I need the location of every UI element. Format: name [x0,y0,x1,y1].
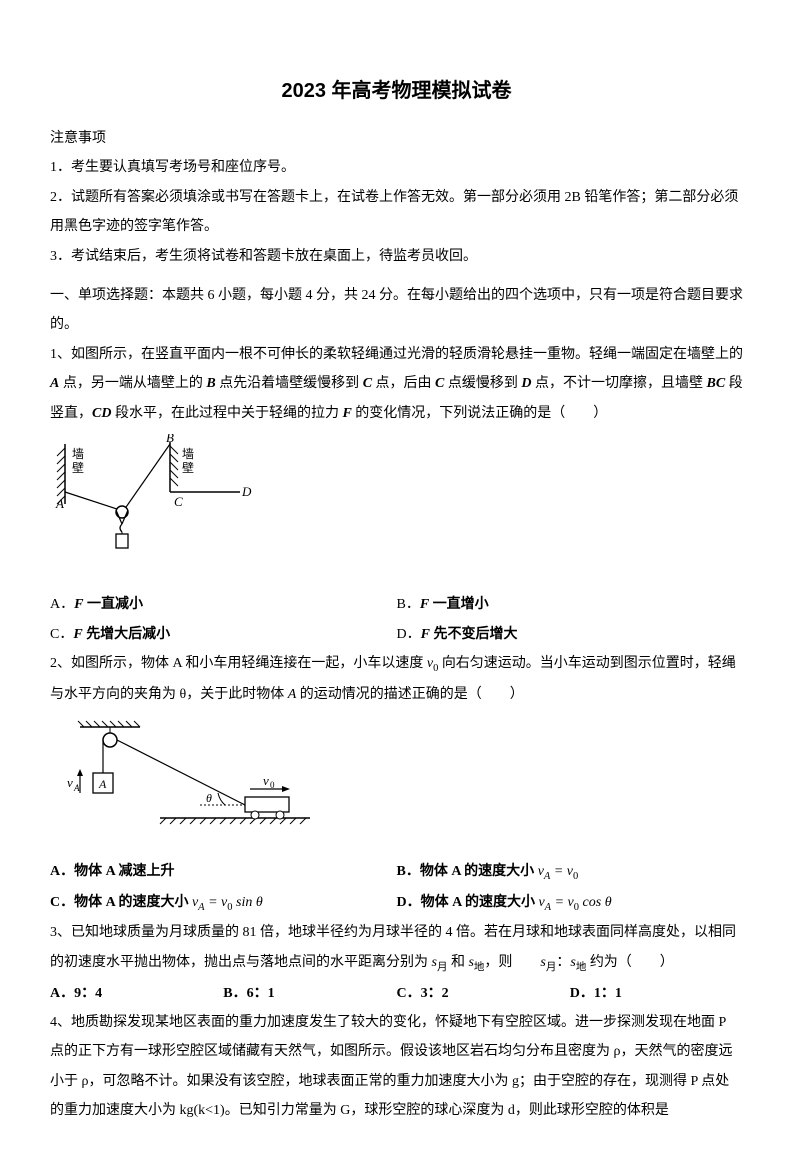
q1-opt-B-txt: 一直增小 [429,597,489,612]
q3-smoon2-sub: 月 [546,962,557,973]
q1-opt-C-F: F [73,627,82,642]
q3-smoon-sub: 月 [437,962,448,973]
q2-fig-vA: v [67,775,73,790]
notice-line-1: 1．考生要认真填写考场号和座位序号。 [50,153,743,182]
q1-opt-D-txt: 先不变后增大 [430,627,518,642]
q1-stem-9: 的变化情况，下列说法正确的是（ ） [352,406,608,421]
q2-fig-A: A [98,777,107,791]
q1-C: C [363,376,372,391]
q3: 3、已知地球质量为月球质量的 81 倍，地球半径约为月球半径的 4 倍。若在月球… [50,918,743,978]
q1: 1、如图所示，在竖直平面内一根不可伸长的柔软轻绳通过光滑的轻质滑轮悬挂一重物。轻… [50,340,743,428]
q1-figure: A B C D 墙 壁 墙 壁 [50,434,743,580]
q1-A: A [50,376,59,391]
q1-opt-B-pre: B． [397,597,420,612]
q2-A: A [288,687,297,702]
q2-svg: A v A v [50,715,320,835]
q1-wall-left-2: 壁 [72,460,84,475]
q1-wall-left-1: 墙 [72,447,84,461]
q1-stem-3: 点先沿着墙壁缓慢移到 [216,376,363,391]
q3-stem-3: ，则 [484,955,540,970]
q2-opt-A: A．物体 A 减速上升 [50,857,397,888]
q2-opt-D-pre: D．物体 A 的速度大小 [397,895,539,910]
q1-opt-C-txt: 先增大后减小 [83,627,171,642]
q3-stem-4: 约为（ ） [586,955,674,970]
q3-searth2-sub: 地 [576,962,587,973]
q1-fig-C: C [174,494,183,509]
q1-opt-A-pre: A． [50,597,74,612]
q3-searth: s地 [468,955,484,970]
q2-figure: A v A v [50,715,743,846]
q2-opt-D-formula: vA = v0 cos θ [538,895,611,910]
q3-stem-2: 和 [447,955,468,970]
q2-stem-1: 2、如图所示，物体 A 和小车用轻绳连接在一起，小车以速度 [50,656,427,671]
q2-fig-vA-sub: A [73,783,80,793]
q1-stem-2: 点，另一端从墙壁上的 [59,376,206,391]
q1-fig-D: D [241,484,252,499]
q1-stem-6: 点，不计一切摩擦，且墙壁 [532,376,707,391]
q4-stem: 4、地质勘探发现某地区表面的重力加速度发生了较大的变化，怀疑地下有空腔区域。进一… [50,1008,743,1126]
page-title: 2023 年高考物理模拟试卷 [50,70,743,112]
q3-smoon: s月 [432,955,448,970]
q3-searth2: s地 [570,955,586,970]
q2-fig-v0: v [263,773,269,788]
q1-opt-B: B．F 一直增小 [397,590,744,619]
q3-colon: ： [556,955,570,970]
q1-opt-C: C．F 先增大后减小 [50,620,397,649]
q1-CD: CD [92,406,111,421]
q2-stem-3: 的运动情况的描述正确的是（ ） [296,687,524,702]
q2-fig-theta: θ [206,791,212,805]
notice-line-2: 2．试题所有答案必须填涂或书写在答题卡上，在试卷上作答无效。第一部分必须用 2B… [50,183,743,242]
spacer [50,271,743,281]
q3-opt-B: B．6：1 [223,979,396,1008]
q2-opt-C: C．物体 A 的速度大小 vA = v0 sin θ [50,888,397,919]
q2-options: A．物体 A 减速上升 B．物体 A 的速度大小 vA = v0 C．物体 A … [50,857,743,919]
q1-svg: A B C D 墙 壁 墙 壁 [50,434,260,569]
q1-opt-C-pre: C． [50,627,73,642]
exam-page: 2023 年高考物理模拟试卷 注意事项 1．考生要认真填写考场号和座位序号。 2… [0,0,793,1166]
q1-opt-B-F: F [420,597,429,612]
q1-F: F [342,406,351,421]
q2: 2、如图所示，物体 A 和小车用轻绳连接在一起，小车以速度 v0 向右匀速运动。… [50,649,743,709]
q1-stem-5: 点缓慢移到 [444,376,521,391]
q2-opt-C-formula: vA = v0 sin θ [192,895,263,910]
q1-fig-A: A [55,496,64,511]
q3-searth-sub: 地 [474,962,485,973]
q1-opt-D-pre: D． [397,627,421,642]
q2-opt-B-formula: vA = v0 [538,864,579,879]
notice-header: 注意事项 [50,124,743,153]
q3-options: A．9：4 B．6：1 C．3：2 D．1：1 [50,979,743,1008]
q2-opt-D: D．物体 A 的速度大小 vA = v0 cos θ [397,888,744,919]
q1-D: D [521,376,531,391]
q1-BC: BC [707,376,726,391]
q2-fig-v0-sub: 0 [270,780,275,790]
q2-v0: v0 [427,656,438,671]
q1-C2: C [435,376,444,391]
q1-wall-right-1: 墙 [182,447,194,461]
q2-opt-B-pre: B．物体 A 的速度大小 [397,864,538,879]
q1-options: A．F 一直减小 B．F 一直增小 C．F 先增大后减小 D．F 先不变后增大 [50,590,743,649]
q2-opt-B: B．物体 A 的速度大小 vA = v0 [397,857,744,888]
section1-intro: 一、单项选择题：本题共 6 小题，每小题 4 分，共 24 分。在每小题给出的四… [50,281,743,340]
q2-opt-C-pre: C．物体 A 的速度大小 [50,895,192,910]
q3-opt-A: A．9：4 [50,979,223,1008]
q3-opt-D: D．1：1 [570,979,743,1008]
notice-line-3: 3．考试结束后，考生须将试卷和答题卡放在桌面上，待监考员收回。 [50,242,743,271]
q1-opt-A-txt: 一直减小 [83,597,143,612]
q1-opt-A: A．F 一直减小 [50,590,397,619]
q1-stem-1: 1、如图所示，在竖直平面内一根不可伸长的柔软轻绳通过光滑的轻质滑轮悬挂一重物。轻… [50,347,743,362]
q3-smoon2: s月 [540,955,556,970]
q1-wall-right-2: 壁 [182,460,194,475]
q1-stem-8: 段水平，在此过程中关于轻绳的拉力 [111,406,342,421]
q3-opt-C: C．3：2 [397,979,570,1008]
q1-stem-4: 点，后由 [372,376,435,391]
q1-fig-B: B [166,434,174,445]
q1-opt-D-F: F [421,627,430,642]
q1-B: B [206,376,215,391]
q1-opt-D: D．F 先不变后增大 [397,620,744,649]
